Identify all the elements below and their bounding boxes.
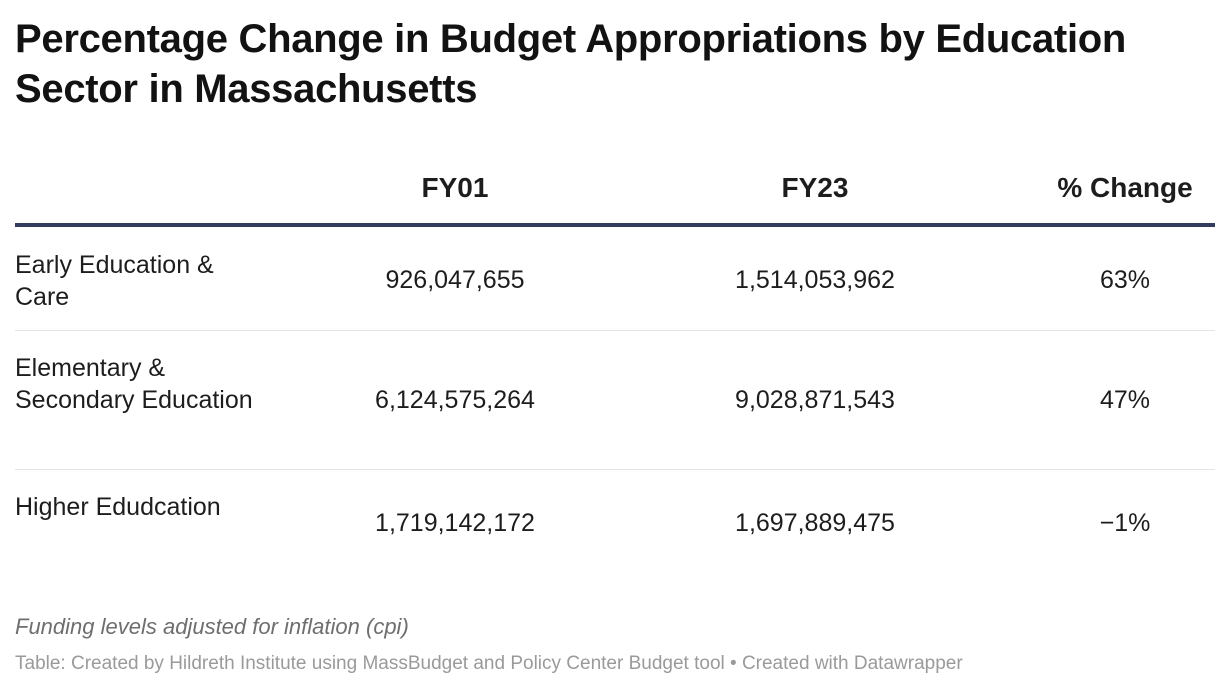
cell-fy01: 1,719,142,172 xyxy=(375,509,535,537)
cell-fy01: 6,124,575,264 xyxy=(375,386,535,414)
table-row: Higher Edudcation 1,719,142,172 1,697,88… xyxy=(15,470,1215,570)
row-label: Early Education & Care xyxy=(15,251,214,311)
table-row: Early Education & Care 926,047,655 1,514… xyxy=(15,227,1215,331)
row-label: Elementary & Secondary Education xyxy=(15,354,253,414)
data-table: FY01 FY23 % Change Early Education & Car… xyxy=(15,160,1215,570)
header-fy23: FY23 xyxy=(781,172,849,203)
cell-pct-change: −1% xyxy=(1099,509,1151,537)
header-fy01: FY01 xyxy=(421,172,489,203)
row-label: Higher Edudcation xyxy=(15,493,221,521)
cell-pct-change: 63% xyxy=(1099,266,1151,294)
cell-fy23: 9,028,871,543 xyxy=(735,386,895,414)
footnote: Funding levels adjusted for inflation (c… xyxy=(15,614,409,639)
source-credit: Table: Created by Hildreth Institute usi… xyxy=(15,653,963,674)
table-row: Elementary & Secondary Education 6,124,5… xyxy=(15,331,1215,470)
chart-title: Percentage Change in Budget Appropriatio… xyxy=(15,17,1127,111)
cell-pct-change: 47% xyxy=(1099,386,1151,414)
cell-fy23: 1,697,889,475 xyxy=(735,509,895,537)
table-header: FY01 FY23 % Change xyxy=(15,160,1215,227)
header-pct-change: % Change xyxy=(1057,172,1193,203)
cell-fy01: 926,047,655 xyxy=(385,266,525,294)
cell-fy23: 1,514,053,962 xyxy=(735,266,895,294)
